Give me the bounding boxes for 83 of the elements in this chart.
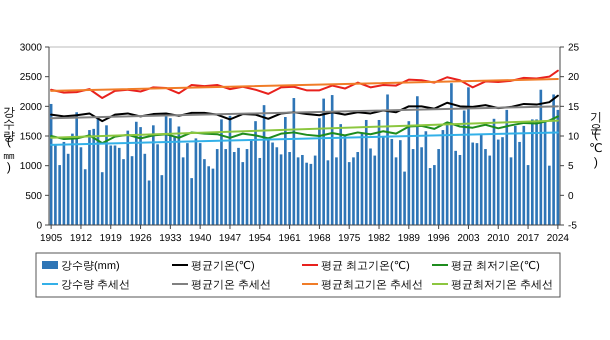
y-tick-label: 2000 xyxy=(20,102,42,113)
y-tick-label: 3000 xyxy=(20,42,42,54)
bar xyxy=(126,130,130,225)
bar xyxy=(467,87,470,225)
x-tick-label: 1926 xyxy=(129,233,152,244)
x-tick-label: 1989 xyxy=(398,233,420,244)
x-tick-label: 2024 xyxy=(546,233,570,244)
bar xyxy=(198,143,202,225)
bar xyxy=(271,142,274,225)
legend-label: 강수량(mm) xyxy=(61,260,120,272)
x-tick-label: 1954 xyxy=(248,233,272,244)
x-tick-label: 1912 xyxy=(70,233,92,244)
bar xyxy=(88,130,91,225)
legend-label: 평균최고기온 추세선 xyxy=(321,279,424,291)
bar xyxy=(544,120,546,225)
x-tick-label: 1947 xyxy=(218,233,242,244)
x-tick-label: 1996 xyxy=(428,233,450,244)
y-tick-label: 1000 xyxy=(20,161,42,172)
bar xyxy=(433,165,436,225)
x-tick-label: 1919 xyxy=(100,233,122,244)
x-tick-label: 2010 xyxy=(487,233,510,244)
bar xyxy=(105,125,108,225)
bar xyxy=(220,119,223,225)
x-tick-label: 1982 xyxy=(368,233,391,244)
y-tick-label: 500 xyxy=(25,190,42,202)
bar xyxy=(458,154,462,225)
legend-label: 강수량 추세선 xyxy=(61,279,130,291)
y2-tick-label: -5 xyxy=(568,220,578,232)
bar xyxy=(207,166,210,225)
bar xyxy=(424,131,428,225)
legend-label: 평균 최저기온(℃) xyxy=(451,260,540,272)
bar xyxy=(62,142,66,225)
x-tick-label: 1968 xyxy=(308,233,331,244)
y2-tick-label: 5 xyxy=(568,161,574,172)
bar xyxy=(398,140,402,225)
y2-tick-label: 15 xyxy=(568,102,580,113)
bar xyxy=(96,118,100,225)
y-tick-label: 1500 xyxy=(20,132,42,142)
bar xyxy=(454,150,457,225)
x-tick-label: 1975 xyxy=(338,233,361,244)
bar xyxy=(492,118,496,225)
bar xyxy=(408,121,410,225)
bar xyxy=(522,126,526,225)
x-tick-label: 2003 xyxy=(457,233,480,244)
y-tick-label: 0 xyxy=(36,220,42,232)
y2-tick-label: 10 xyxy=(568,132,580,142)
y-axis-title: 강수량(㎜) xyxy=(2,98,16,174)
legend-label: 평균 최고기온(℃) xyxy=(321,260,410,272)
legend-label: 평균기온(℃) xyxy=(191,260,255,272)
y2-axis-title: 기온(℃) xyxy=(588,103,603,169)
bar xyxy=(514,126,517,225)
bar xyxy=(310,164,312,225)
bar xyxy=(114,145,116,225)
x-tick-label: 1933 xyxy=(159,233,182,244)
x-tick-label: 1961 xyxy=(278,233,302,244)
bar xyxy=(164,116,168,225)
legend-label: 평균기온 추세선 xyxy=(191,279,272,291)
legend-label: 평균최저기온 추세선 xyxy=(451,279,554,291)
bar xyxy=(228,116,232,225)
bar xyxy=(301,154,304,225)
bar xyxy=(442,130,444,225)
bar xyxy=(480,134,483,225)
y2-tick-label: 0 xyxy=(568,190,574,202)
bar xyxy=(118,148,121,225)
bar xyxy=(386,94,389,225)
line-series xyxy=(50,115,559,144)
y2-tick-label: 25 xyxy=(568,42,580,54)
line-series xyxy=(50,94,559,122)
x-tick-label: 1940 xyxy=(189,233,212,244)
bar xyxy=(378,120,380,225)
bar xyxy=(305,162,308,225)
bar xyxy=(296,157,300,225)
y-tick-label: 2500 xyxy=(20,72,42,84)
x-tick-label: 2017 xyxy=(516,233,540,244)
bar xyxy=(254,121,257,225)
bar xyxy=(194,138,198,225)
bar xyxy=(428,168,432,225)
bar xyxy=(186,143,189,225)
bar xyxy=(156,144,159,225)
bar xyxy=(237,148,240,225)
y2-tick-label: 20 xyxy=(568,72,580,84)
line-series xyxy=(50,70,559,100)
x-tick-label: 1905 xyxy=(40,233,63,244)
